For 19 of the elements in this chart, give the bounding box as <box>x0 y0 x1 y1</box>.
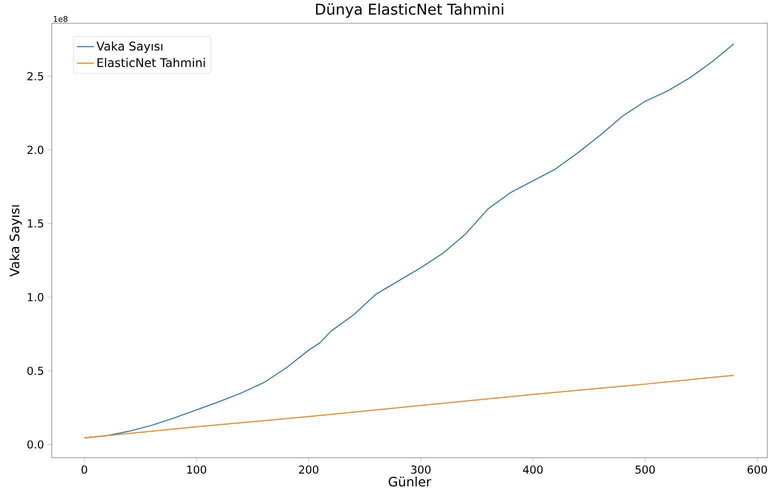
x-tick-label: 100 <box>187 466 206 474</box>
x-tick-label: 200 <box>299 466 318 474</box>
x-tick-label: 300 <box>411 466 430 474</box>
y-tick-label: 1.0 <box>28 293 44 302</box>
x-tick-label: 600 <box>748 466 767 474</box>
line-series <box>84 374 734 439</box>
y-tick-label: 1.5 <box>28 220 44 228</box>
y-tick-label: 2.0 <box>28 146 44 154</box>
y-axis-title: Vaka Sayısı <box>9 206 22 277</box>
y-tick-label: 0.0 <box>27 440 44 449</box>
y-tick-label: 0.5 <box>27 366 44 376</box>
x-axis-title: Günler <box>388 476 432 487</box>
x-tick-label: 500 <box>636 466 655 474</box>
x-tick-label: 0 <box>82 466 88 474</box>
y-tick-label: 2.5 <box>28 72 44 81</box>
chart-title: Dünya ElasticNet Tahmini <box>316 4 504 18</box>
legend-label: Vaka Sayısı <box>96 42 162 54</box>
x-tick-label: 400 <box>523 466 543 474</box>
legend-label: ElasticNet Tahmini <box>98 58 205 68</box>
